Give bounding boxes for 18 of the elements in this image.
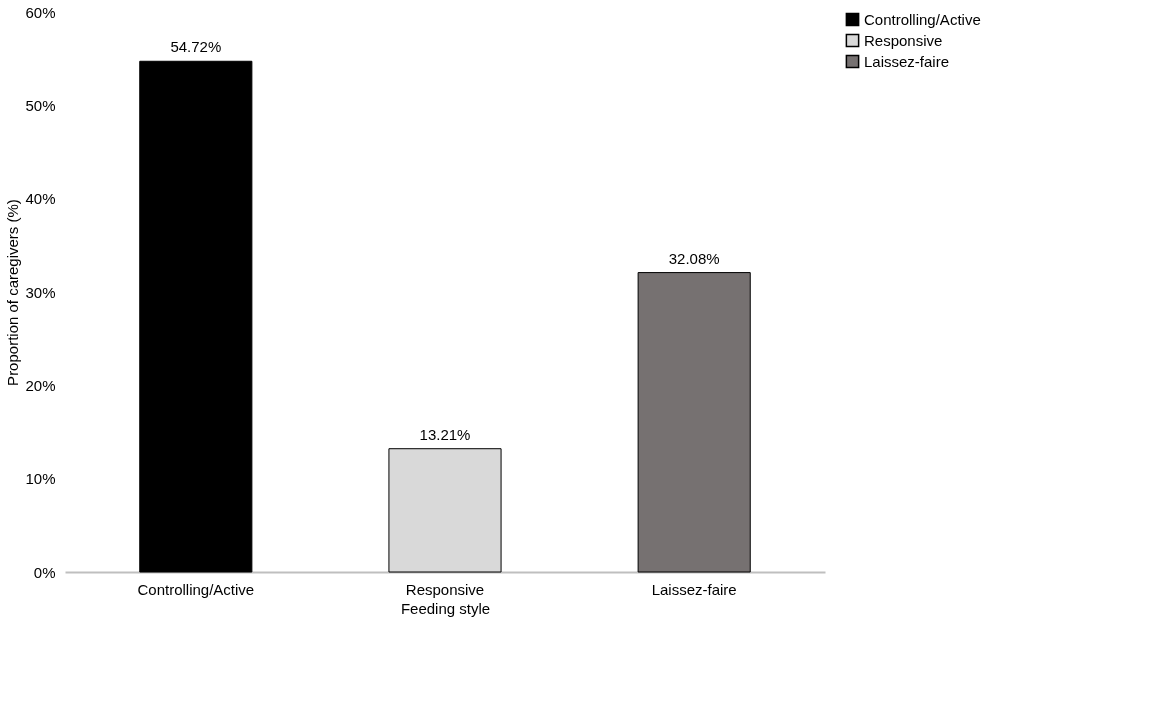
data-label: 32.08% <box>668 249 720 267</box>
x-tick-label: Controlling/Active <box>137 580 255 598</box>
data-label: 54.72% <box>170 38 222 56</box>
y-tick-label: 60% <box>25 3 56 21</box>
y-tick-label: 30% <box>25 283 56 301</box>
x-tick-label: Laissez-faire <box>651 580 737 598</box>
y-tick-label: 50% <box>25 96 56 114</box>
data-label: 13.21% <box>419 425 471 443</box>
y-tick-label: 0% <box>33 563 56 581</box>
y-tick-label: 20% <box>25 376 56 394</box>
legend-label: Responsive <box>864 31 943 49</box>
legend-label: Laissez-faire <box>864 52 950 70</box>
legend-label: Controlling/Active <box>864 10 981 28</box>
x-axis-title: Feeding style <box>400 599 491 617</box>
y-axis-title: Proportion of caregivers (%) <box>4 199 22 386</box>
y-tick-label: 10% <box>25 470 56 488</box>
y-tick-label: 40% <box>25 190 56 208</box>
x-tick-label: Responsive <box>405 580 485 598</box>
